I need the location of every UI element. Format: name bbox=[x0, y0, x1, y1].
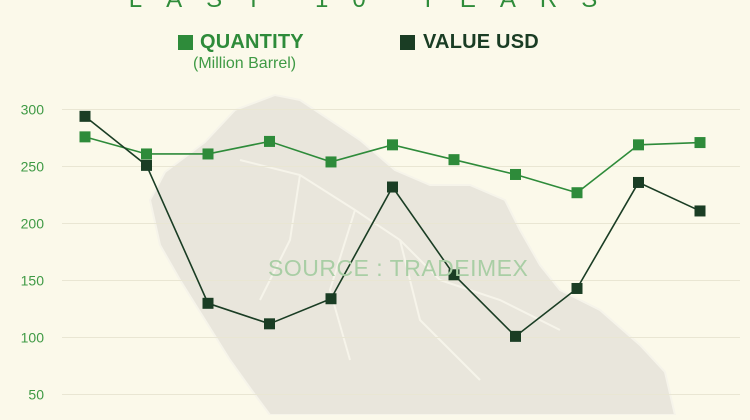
y-axis: 300 250 200 150 100 50 bbox=[21, 102, 45, 403]
y-tick-label: 50 bbox=[28, 387, 44, 403]
value-data-point bbox=[387, 181, 398, 193]
quantity-data-point bbox=[79, 131, 91, 143]
y-tick-label: 150 bbox=[21, 273, 45, 289]
quantity-data-point bbox=[448, 154, 460, 166]
value-data-point bbox=[510, 330, 521, 342]
value-data-point bbox=[448, 269, 460, 281]
value-data-point bbox=[264, 318, 275, 330]
quantity-data-point bbox=[510, 168, 521, 180]
y-tick-label: 250 bbox=[21, 159, 45, 175]
value-data-point bbox=[633, 176, 644, 188]
quantity-data-point bbox=[633, 139, 644, 151]
value-legend-label: VALUE USD bbox=[423, 31, 539, 53]
quantity-data-point bbox=[141, 148, 152, 160]
y-tick-label: 300 bbox=[21, 102, 45, 118]
value-legend-swatch bbox=[400, 35, 415, 50]
quantity-legend-swatch bbox=[178, 35, 193, 50]
y-tick-label: 100 bbox=[21, 330, 45, 346]
quantity-data-point bbox=[202, 148, 214, 160]
series-layer bbox=[79, 110, 706, 342]
value-data-point bbox=[694, 205, 706, 217]
quantity-legend-unit: (Million Barrel) bbox=[193, 55, 297, 72]
gridlines bbox=[62, 109, 740, 395]
quantity-data-point bbox=[264, 135, 275, 147]
chart-title: LAST 10 YEARS bbox=[0, 0, 750, 14]
map-silhouette bbox=[148, 93, 677, 416]
source-watermark: SOURCE : TRADEIMEX bbox=[268, 255, 529, 281]
quantity-data-point bbox=[387, 139, 398, 151]
quantity-legend-label: QUANTITY bbox=[200, 31, 304, 53]
value-data-point bbox=[202, 297, 214, 309]
quantity-data-point bbox=[571, 187, 583, 199]
quantity-data-point bbox=[325, 156, 337, 168]
value-data-point bbox=[141, 159, 152, 171]
quantity-data-point bbox=[694, 137, 706, 149]
value-data-point bbox=[571, 282, 583, 294]
y-tick-label: 200 bbox=[21, 216, 45, 232]
value-data-point bbox=[79, 110, 91, 122]
value-data-point bbox=[325, 293, 337, 305]
